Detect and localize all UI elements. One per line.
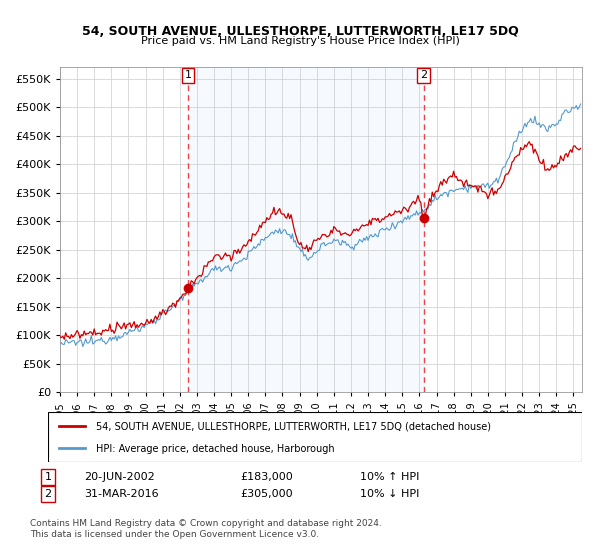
- FancyBboxPatch shape: [48, 412, 582, 462]
- Text: Contains HM Land Registry data © Crown copyright and database right 2024.
This d: Contains HM Land Registry data © Crown c…: [30, 520, 382, 539]
- Text: 2: 2: [420, 71, 427, 81]
- Text: £183,000: £183,000: [240, 472, 293, 482]
- Text: 2: 2: [44, 489, 52, 499]
- Text: 54, SOUTH AVENUE, ULLESTHORPE, LUTTERWORTH, LE17 5DQ: 54, SOUTH AVENUE, ULLESTHORPE, LUTTERWOR…: [82, 25, 518, 38]
- Bar: [188, 67, 424, 392]
- Text: 1: 1: [44, 472, 52, 482]
- Text: HPI: Average price, detached house, Harborough: HPI: Average price, detached house, Harb…: [96, 444, 335, 454]
- Text: Price paid vs. HM Land Registry's House Price Index (HPI): Price paid vs. HM Land Registry's House …: [140, 36, 460, 46]
- Text: 20-JUN-2002: 20-JUN-2002: [84, 472, 155, 482]
- Text: 31-MAR-2016: 31-MAR-2016: [84, 489, 158, 499]
- Text: 10% ↓ HPI: 10% ↓ HPI: [360, 489, 419, 499]
- Text: 1: 1: [184, 71, 191, 81]
- Text: £305,000: £305,000: [240, 489, 293, 499]
- Text: 54, SOUTH AVENUE, ULLESTHORPE, LUTTERWORTH, LE17 5DQ (detached house): 54, SOUTH AVENUE, ULLESTHORPE, LUTTERWOR…: [96, 422, 491, 432]
- Text: 10% ↑ HPI: 10% ↑ HPI: [360, 472, 419, 482]
